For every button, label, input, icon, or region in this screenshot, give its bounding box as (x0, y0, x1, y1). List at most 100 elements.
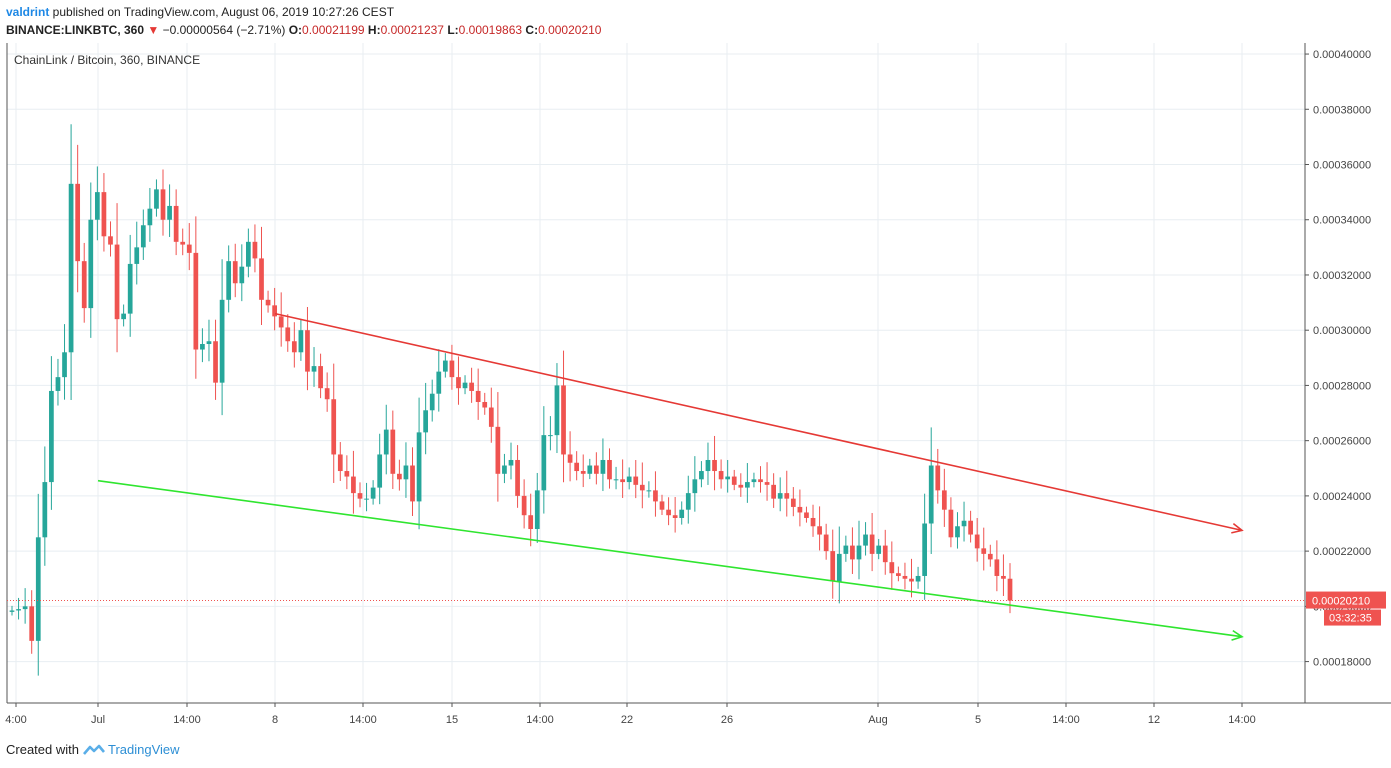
candle-body (114, 244, 120, 320)
last-price-badge: 0.00020210 03:32:35 (1306, 591, 1386, 626)
candle-body (889, 562, 895, 574)
y-tick-label: 0.00022000 (1313, 546, 1371, 558)
candle-body (285, 327, 291, 342)
candle-body (810, 517, 816, 527)
candle-body (94, 192, 100, 220)
candle-body (291, 341, 297, 353)
candle-body (639, 484, 645, 491)
candle-body (49, 390, 54, 483)
candle-body (968, 520, 973, 535)
candle-body (22, 606, 28, 610)
candle-body (502, 465, 507, 474)
candle-body (42, 482, 48, 538)
candle-body (383, 429, 389, 455)
resistance-arrowhead (1231, 522, 1244, 534)
candle-body (725, 476, 731, 480)
candlestick-chart[interactable]: 0.000180000.000200000.000220000.00024000… (0, 0, 1391, 740)
author-link[interactable]: valdrint (6, 5, 50, 19)
close-label: C: (525, 23, 539, 37)
candle-body (922, 523, 928, 576)
candle-body (896, 573, 901, 576)
candle-body (206, 341, 212, 345)
candle-body (902, 575, 908, 579)
candle-body (68, 183, 74, 353)
candle-body (587, 465, 593, 474)
countdown-text: 03:32:35 (1329, 613, 1372, 625)
candle-body (62, 352, 67, 378)
candle-body (876, 545, 882, 554)
footer: Created with TradingView (6, 742, 180, 757)
candle-body (259, 258, 264, 300)
x-tick-label: 8 (272, 714, 278, 726)
price-axis[interactable]: 0.000180000.000200000.000220000.00024000… (1305, 49, 1371, 669)
candles (9, 124, 1013, 676)
candle-body (935, 465, 941, 491)
low-label: L: (447, 23, 459, 37)
candle-body (403, 465, 409, 480)
high-label: H: (367, 23, 381, 37)
candle-body (180, 241, 186, 245)
candle-body (219, 299, 225, 383)
candle-body (718, 471, 724, 480)
x-tick-label: 12 (1148, 714, 1160, 726)
candle-body (705, 459, 711, 472)
last-price-text: 0.00020210 (1312, 596, 1370, 608)
candle-body (764, 482, 770, 485)
x-tick-label: 5 (975, 714, 981, 726)
candle-body (252, 241, 258, 259)
tradingview-link[interactable]: TradingView (107, 742, 180, 757)
candle-body (186, 244, 192, 253)
candle-body (429, 393, 435, 411)
candle-body (685, 493, 691, 510)
candle-body (797, 506, 803, 513)
candle-body (961, 520, 967, 527)
publish-text: published on TradingView.com, August 06,… (49, 5, 395, 19)
ohlc-header: BINANCE:LINKBTC, 360 ▼ −0.00000564 (−2.7… (6, 23, 601, 37)
candle-body (515, 459, 520, 496)
candle-body (856, 545, 862, 560)
high-value: 0.00021237 (380, 23, 444, 37)
candle-body (88, 219, 94, 309)
last-price-badge-bg (1306, 591, 1386, 609)
time-axis[interactable]: 4:00 Jul 14:00 8 14:00 15 14:00 22 26 Aug 5 14:00 12… (5, 703, 1256, 726)
candle-body (121, 313, 126, 320)
candle-body (232, 261, 238, 284)
candle-body (981, 548, 987, 554)
candle-body (134, 247, 140, 264)
candle-body (758, 479, 763, 483)
candle-body (994, 559, 1000, 576)
candle-body (29, 606, 35, 641)
candle-body (469, 382, 474, 391)
candle-body (495, 426, 501, 474)
candle-body (738, 484, 744, 488)
candle-body (173, 205, 179, 242)
candle-body (154, 189, 159, 209)
candle-body (817, 526, 822, 535)
candle-body (442, 360, 448, 372)
candle-body (140, 225, 146, 248)
resistance-trendline[interactable] (274, 312, 1244, 534)
candle-body (318, 366, 323, 389)
low-value: 0.00019863 (458, 23, 523, 37)
candle-body (449, 360, 455, 378)
support-arrowhead (1231, 629, 1244, 641)
candle-body (364, 498, 369, 500)
candle-body (567, 454, 573, 463)
candle-body (882, 545, 888, 563)
candle-body (528, 515, 534, 530)
tradingview-logo-icon (82, 744, 105, 755)
close-value: 0.00020210 (538, 23, 602, 37)
x-tick-label: 22 (621, 714, 633, 726)
candle-body (436, 371, 442, 394)
candle-body (659, 501, 665, 510)
y-tick-label: 0.00034000 (1313, 215, 1371, 227)
candle-body (462, 382, 468, 389)
change-value: −0.00000564 (−2.71%) (162, 23, 286, 37)
y-tick-label: 0.00038000 (1313, 104, 1371, 116)
candle-body (147, 208, 153, 226)
support-trendline[interactable] (97, 479, 1244, 641)
candle-body (278, 316, 284, 328)
support-line (97, 479, 1243, 638)
x-tick-label: 4:00 (5, 714, 26, 726)
candle-body (1007, 578, 1013, 601)
